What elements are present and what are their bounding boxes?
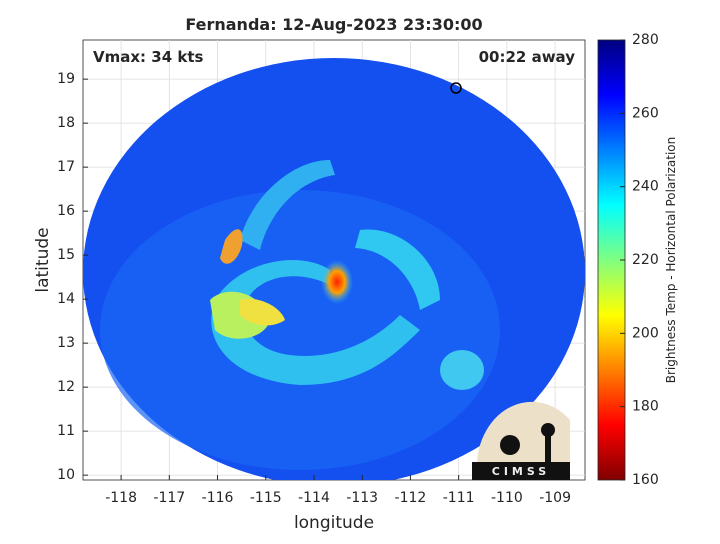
swath-shade [100, 190, 500, 470]
marker [450, 82, 462, 94]
rainband [211, 260, 420, 385]
x-tick-label: -118 [105, 490, 137, 506]
colorbar-tick-label: 200 [632, 325, 659, 341]
y-tick-label: 13 [57, 335, 75, 351]
colorbar-tick-label: 260 [632, 105, 659, 121]
x-axis: -118 -117 -116 -115 -114 -113 -112 -111 -110 -109 [105, 475, 571, 506]
x-tick-label: -113 [346, 490, 378, 506]
colorbar-tick-label: 280 [632, 32, 659, 48]
x-tick-label: -110 [491, 490, 523, 506]
colorbar-tick-label: 160 [632, 472, 659, 488]
y-tick-label: 15 [57, 247, 75, 263]
x-tick-label: -115 [250, 490, 282, 506]
x-tick-label: -114 [298, 490, 330, 506]
y-axis-label: latitude [33, 227, 53, 292]
title: Fernanda: 12-Aug-2023 23:30:00 [185, 15, 482, 34]
y-tick-label: 11 [57, 423, 75, 439]
x-tick-label: -112 [395, 490, 427, 506]
rainband [240, 160, 335, 250]
colorbar-tick-label: 220 [632, 252, 659, 268]
y-tick-label: 19 [57, 71, 75, 87]
logo-bar [472, 462, 570, 480]
colorbar-axis: 160 180 200 220 240 260 280 [620, 32, 659, 488]
x-axis-label: longitude [294, 513, 374, 533]
colorbar-label: Brightness Temp - Horizontal Polarizatio… [664, 137, 678, 384]
colorbar-tick-label: 180 [632, 399, 659, 415]
y-tick-label: 17 [57, 159, 75, 175]
convection [220, 229, 243, 264]
y-tick-label: 14 [57, 291, 75, 307]
eyewall [321, 260, 353, 304]
imagery [83, 58, 585, 480]
colorbar-tick-label: 240 [632, 179, 659, 195]
logo-tank [541, 423, 555, 437]
x-tick-label: -117 [153, 490, 185, 506]
y-tick-label: 10 [57, 467, 75, 483]
y-tick-label: 18 [57, 115, 75, 131]
logo-text: CIMSS [492, 465, 550, 478]
x-tick-label: -111 [443, 490, 475, 506]
logo: CIMSS [472, 401, 570, 480]
logo-dish [500, 435, 520, 455]
convection [440, 350, 484, 390]
logo-tower [545, 432, 551, 464]
y-tick-label: 12 [57, 379, 75, 395]
y-axis: 10 11 12 13 14 15 16 17 18 19 [57, 71, 88, 483]
convection [240, 298, 285, 326]
intensity-label: Vmax: 34 kts [93, 48, 203, 66]
rainband [355, 229, 440, 310]
time-label: 00:22 away [479, 48, 576, 66]
x-tick-label: -109 [539, 490, 571, 506]
x-tick-label: -116 [202, 490, 234, 506]
y-tick-label: 16 [57, 203, 75, 219]
